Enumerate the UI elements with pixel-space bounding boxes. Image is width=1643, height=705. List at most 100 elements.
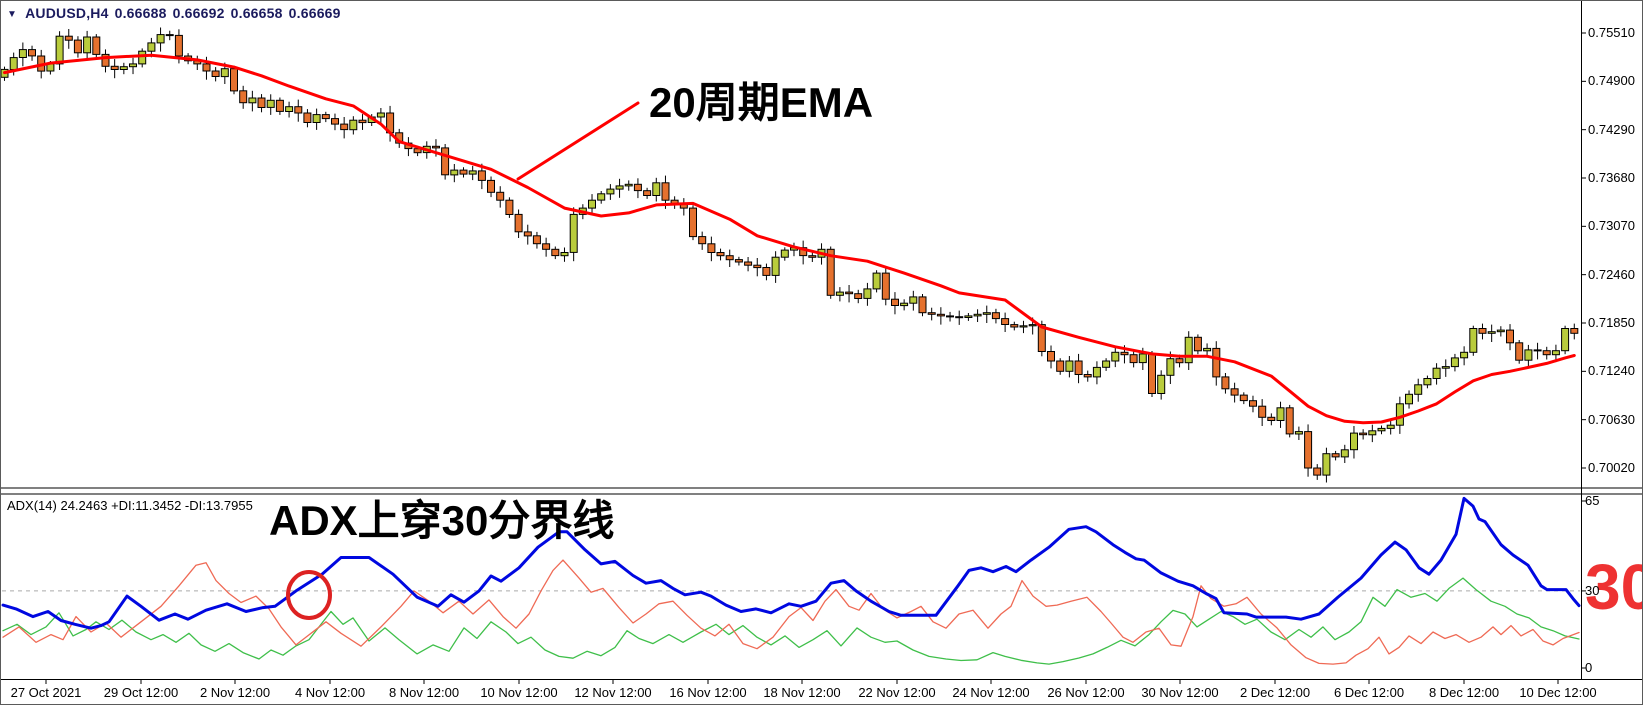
candle-body: [1203, 347, 1212, 352]
highlight-circle: [286, 570, 332, 620]
candle-body: [991, 312, 1000, 320]
ema-annotation-text: 20周期EMA: [649, 79, 874, 126]
candle-body: [1313, 467, 1322, 476]
quote-high: 0.66692: [172, 5, 225, 21]
candle-body: [808, 255, 817, 258]
candle-body: [1028, 324, 1037, 327]
candle-body: [129, 63, 137, 68]
adx-panel[interactable]: [1, 496, 1581, 665]
candle-body: [1258, 405, 1267, 418]
candle-body: [1001, 318, 1010, 326]
candle-body: [973, 313, 982, 317]
candle-body: [119, 66, 128, 70]
candle-body: [872, 272, 881, 290]
candle-body: [863, 288, 872, 299]
time-axis-label: 27 Oct 2021: [10, 685, 82, 700]
candle-body: [514, 213, 523, 233]
candle-body: [698, 236, 707, 245]
quote-low: 0.66658: [230, 5, 283, 21]
candle-body: [1496, 329, 1505, 333]
candle-body: [239, 90, 248, 104]
symbol-period-label: AUDUSD,H4: [25, 5, 109, 21]
candle-body: [964, 315, 973, 318]
candle-body: [1102, 360, 1111, 368]
price-axis-label: 0.73680: [1588, 170, 1635, 185]
chevron-down-icon[interactable]: ▼: [7, 9, 18, 20]
candle-body: [92, 36, 101, 55]
price-axis-label: 0.74900: [1588, 73, 1635, 89]
candle-body: [1056, 360, 1065, 372]
candle-body: [753, 264, 762, 269]
candle-body: [1524, 349, 1533, 361]
candle-body: [1047, 351, 1055, 362]
candle-body: [1285, 407, 1294, 435]
candle-body: [321, 114, 330, 120]
time-axis-label: 24 Nov 12:00: [952, 685, 1030, 700]
level-30-annotation: 30: [1585, 551, 1642, 623]
candle-body: [340, 123, 349, 131]
candle-body: [101, 53, 110, 67]
time-axis-label: 8 Nov 12:00: [388, 685, 460, 700]
candle-body: [835, 291, 844, 296]
candle-body: [725, 255, 734, 261]
price-axis-label: 0.70020: [1588, 460, 1635, 475]
candle-body: [376, 112, 385, 118]
candle-body: [230, 68, 238, 92]
candle-body: [588, 199, 596, 209]
candle-body: [505, 199, 514, 215]
candle-body: [780, 249, 789, 258]
candle-body: [707, 243, 716, 254]
candle-body: [1276, 407, 1285, 421]
candle-body: [652, 182, 661, 197]
candle-body: [1542, 350, 1551, 356]
candle-body: [936, 313, 945, 317]
candle-body: [83, 36, 92, 54]
candle-body: [900, 302, 909, 307]
candle-body: [1395, 403, 1404, 426]
candle-body: [28, 49, 36, 57]
candle-body: [762, 267, 771, 276]
candle-body: [266, 99, 275, 108]
candle-body: [551, 248, 560, 257]
candle-body: [220, 68, 229, 78]
adx-line: [1, 496, 1581, 630]
time-axis-label: 22 Nov 12:00: [858, 685, 936, 700]
candle-body: [560, 252, 569, 257]
candle-body: [643, 190, 652, 196]
candle-body: [432, 145, 440, 149]
candle-body: [1515, 342, 1524, 361]
minus-di-line: [2, 559, 1580, 665]
candle-body: [1414, 384, 1423, 395]
candle-body: [1377, 427, 1386, 432]
candle-body: [1469, 328, 1478, 353]
candle-body: [606, 188, 615, 195]
candle-body: [1120, 351, 1129, 356]
candle-body: [891, 298, 899, 307]
candle-body: [477, 170, 486, 181]
price-axis-label: 0.72460: [1588, 266, 1635, 282]
candle-body: [9, 57, 18, 70]
candle-body: [1212, 347, 1221, 378]
candle-body: [845, 291, 854, 295]
candle-body: [138, 50, 147, 65]
quote-open: 0.66688: [114, 5, 167, 21]
candle-body: [1450, 357, 1459, 368]
candle-body: [303, 112, 312, 123]
ema-line: [3, 53, 1576, 425]
time-axis-label: 18 Nov 12:00: [763, 685, 841, 700]
candle-body: [450, 169, 459, 176]
time-axis-label: 12 Nov 12:00: [574, 685, 652, 700]
candle-body: [487, 179, 495, 193]
candle-body: [633, 183, 642, 192]
candle-body: [1368, 430, 1377, 436]
candle-body: [1010, 324, 1019, 328]
candle-body: [202, 63, 211, 72]
adx-axis-label: 0: [1585, 660, 1593, 675]
indicator-header: ADX(14) 24.2463 +DI:11.3452 -DI:13.7955: [7, 498, 253, 513]
candle-body: [468, 170, 477, 175]
time-axis-label: 26 Nov 12:00: [1047, 685, 1125, 700]
candle-body: [496, 191, 505, 201]
candle-body: [73, 39, 82, 54]
candle-body: [918, 296, 927, 314]
